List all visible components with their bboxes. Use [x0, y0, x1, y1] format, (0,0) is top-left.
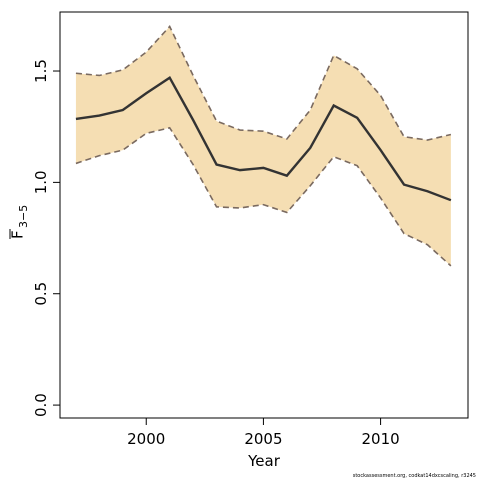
y-tick-label: 0.5: [32, 282, 50, 306]
x-axis-label: Year: [247, 452, 281, 470]
footnote: stockassessment.org, codkat14dxcscaling,…: [353, 473, 476, 479]
band-fill: [75, 26, 451, 266]
y-axis-label: F: [9, 230, 27, 239]
y-tick-label: 0.0: [32, 393, 50, 417]
estimate-line: [75, 75, 452, 202]
plot-frame: [59, 11, 469, 419]
y-tick-label: 1.5: [32, 59, 50, 83]
band-upper: [75, 25, 452, 141]
band-lower: [75, 126, 452, 267]
y-axis-label-group: F 3−5: [9, 205, 30, 239]
x-tick-label: 2010: [361, 430, 399, 448]
x-tick-label: 2005: [244, 430, 282, 448]
x-tick-label: 2000: [127, 430, 165, 448]
y-tick-label: 1.0: [32, 170, 50, 194]
y-axis-label-subscript: 3−5: [17, 205, 30, 228]
